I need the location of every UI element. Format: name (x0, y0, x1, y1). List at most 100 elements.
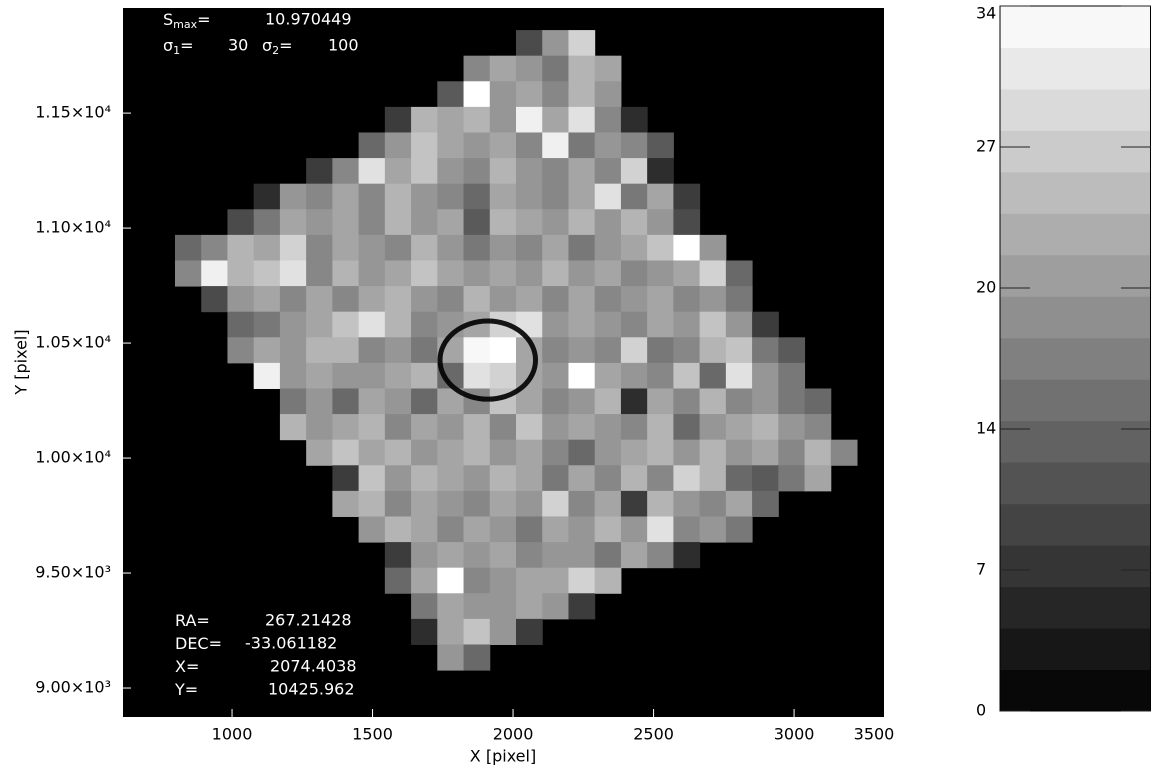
heatmap-cell (804, 388, 832, 415)
heatmap-cell (542, 286, 569, 313)
heatmap-cell (725, 337, 753, 364)
heatmap-cell (647, 439, 674, 466)
heatmap-cell (673, 516, 701, 543)
heatmap-cell (830, 439, 858, 466)
heatmap-cell (516, 618, 543, 645)
heatmap-cell (332, 234, 360, 261)
heatmap-cell (306, 260, 333, 287)
heatmap-cell (306, 388, 333, 415)
heatmap-cell (516, 516, 543, 543)
heatmap-cell (384, 209, 412, 236)
heatmap-cell (568, 414, 596, 441)
heatmap-cell (516, 30, 543, 57)
heatmap-cell (673, 465, 701, 492)
heatmap-cell (516, 567, 543, 594)
heatmap-cell (384, 234, 412, 261)
heatmap-cell (411, 311, 438, 338)
heatmap-cell (411, 234, 438, 261)
heatmap-cell (542, 567, 569, 594)
heatmap-cell (384, 260, 412, 287)
heatmap-cell (384, 286, 412, 313)
heatmap-cell (279, 183, 307, 210)
heatmap-cell (594, 542, 622, 569)
heatmap-cell (358, 465, 386, 492)
heatmap-cell (463, 414, 491, 441)
heatmap-cell (437, 183, 465, 210)
heatmap-cell (279, 362, 307, 389)
annotation-label: Y= (174, 680, 198, 699)
heatmap-cell (699, 388, 727, 415)
heatmap-cell (594, 158, 622, 185)
heatmap-cell (411, 362, 438, 389)
heatmap-cell (384, 542, 412, 569)
heatmap-cell (489, 593, 517, 620)
heatmap-cell (673, 490, 701, 517)
heatmap-cell (358, 234, 386, 261)
heatmap-cell (411, 132, 438, 159)
heatmap-cell (463, 516, 491, 543)
heatmap-cell (411, 618, 438, 645)
colorbar-band (1000, 628, 1151, 671)
heatmap-cell (463, 542, 491, 569)
colorbar-band (1000, 213, 1151, 256)
heatmap-cell (699, 260, 727, 287)
heatmap-cell (594, 414, 622, 441)
heatmap-cell (699, 439, 727, 466)
heatmap-cell (568, 439, 596, 466)
heatmap-cell (411, 158, 438, 185)
y-tick-label: 9.00×10³ (35, 678, 111, 697)
annotation-label: σ2= (262, 36, 293, 58)
heatmap-cell (620, 490, 648, 517)
heatmap-cell (594, 465, 622, 492)
heatmap-cell (227, 209, 255, 236)
heatmap-cell (620, 286, 648, 313)
y-tick-label: 1.15×10⁴ (35, 103, 111, 122)
colorbar-band (1000, 6, 1151, 48)
heatmap-cell (384, 337, 412, 364)
heatmap-cell (384, 388, 412, 415)
annotation-label: X= (175, 657, 199, 676)
heatmap-cell (542, 55, 569, 82)
heatmap-cell (542, 234, 569, 261)
annotation-label: DEC= (175, 634, 222, 653)
colorbar-band (1000, 669, 1151, 712)
heatmap-cell (542, 337, 569, 364)
heatmap-cell (568, 132, 596, 159)
colorbar-band (1000, 88, 1151, 131)
heatmap-cell (437, 439, 465, 466)
heatmap-cell (568, 311, 596, 338)
heatmap-cell (437, 81, 465, 108)
heatmap-cell (647, 286, 674, 313)
heatmap-cell (673, 414, 701, 441)
annotation-symbol: σ (163, 36, 173, 55)
heatmap-cell (594, 132, 622, 159)
heatmap-cell (358, 490, 386, 517)
heatmap-cell (725, 465, 753, 492)
heatmap-cell (568, 106, 596, 133)
heatmap-cell (594, 234, 622, 261)
heatmap-cell (568, 542, 596, 569)
colorbar-tick-label: 20 (976, 278, 996, 297)
heatmap-cell (306, 183, 333, 210)
annotation-value: 10425.962 (268, 680, 355, 699)
heatmap-cell (437, 567, 465, 594)
heatmap-cell (516, 55, 543, 82)
heatmap-cell (174, 234, 202, 261)
heatmap-cell (647, 388, 674, 415)
annotation-symbol: DEC= (175, 634, 222, 653)
heatmap-cell (489, 337, 517, 364)
heatmap-cell (463, 81, 491, 108)
heatmap-cell (752, 337, 779, 364)
heatmap-cell (620, 362, 648, 389)
heatmap-cell (411, 542, 438, 569)
heatmap-cell (201, 260, 228, 287)
annotation-value: -33.061182 (245, 634, 337, 653)
heatmap-cell (568, 81, 596, 108)
heatmap-cell (647, 490, 674, 517)
heatmap-cell (384, 106, 412, 133)
heatmap-cell (778, 414, 806, 441)
annotation-symbol: σ (262, 36, 272, 55)
heatmap-cell (594, 55, 622, 82)
heatmap-cell (568, 286, 596, 313)
